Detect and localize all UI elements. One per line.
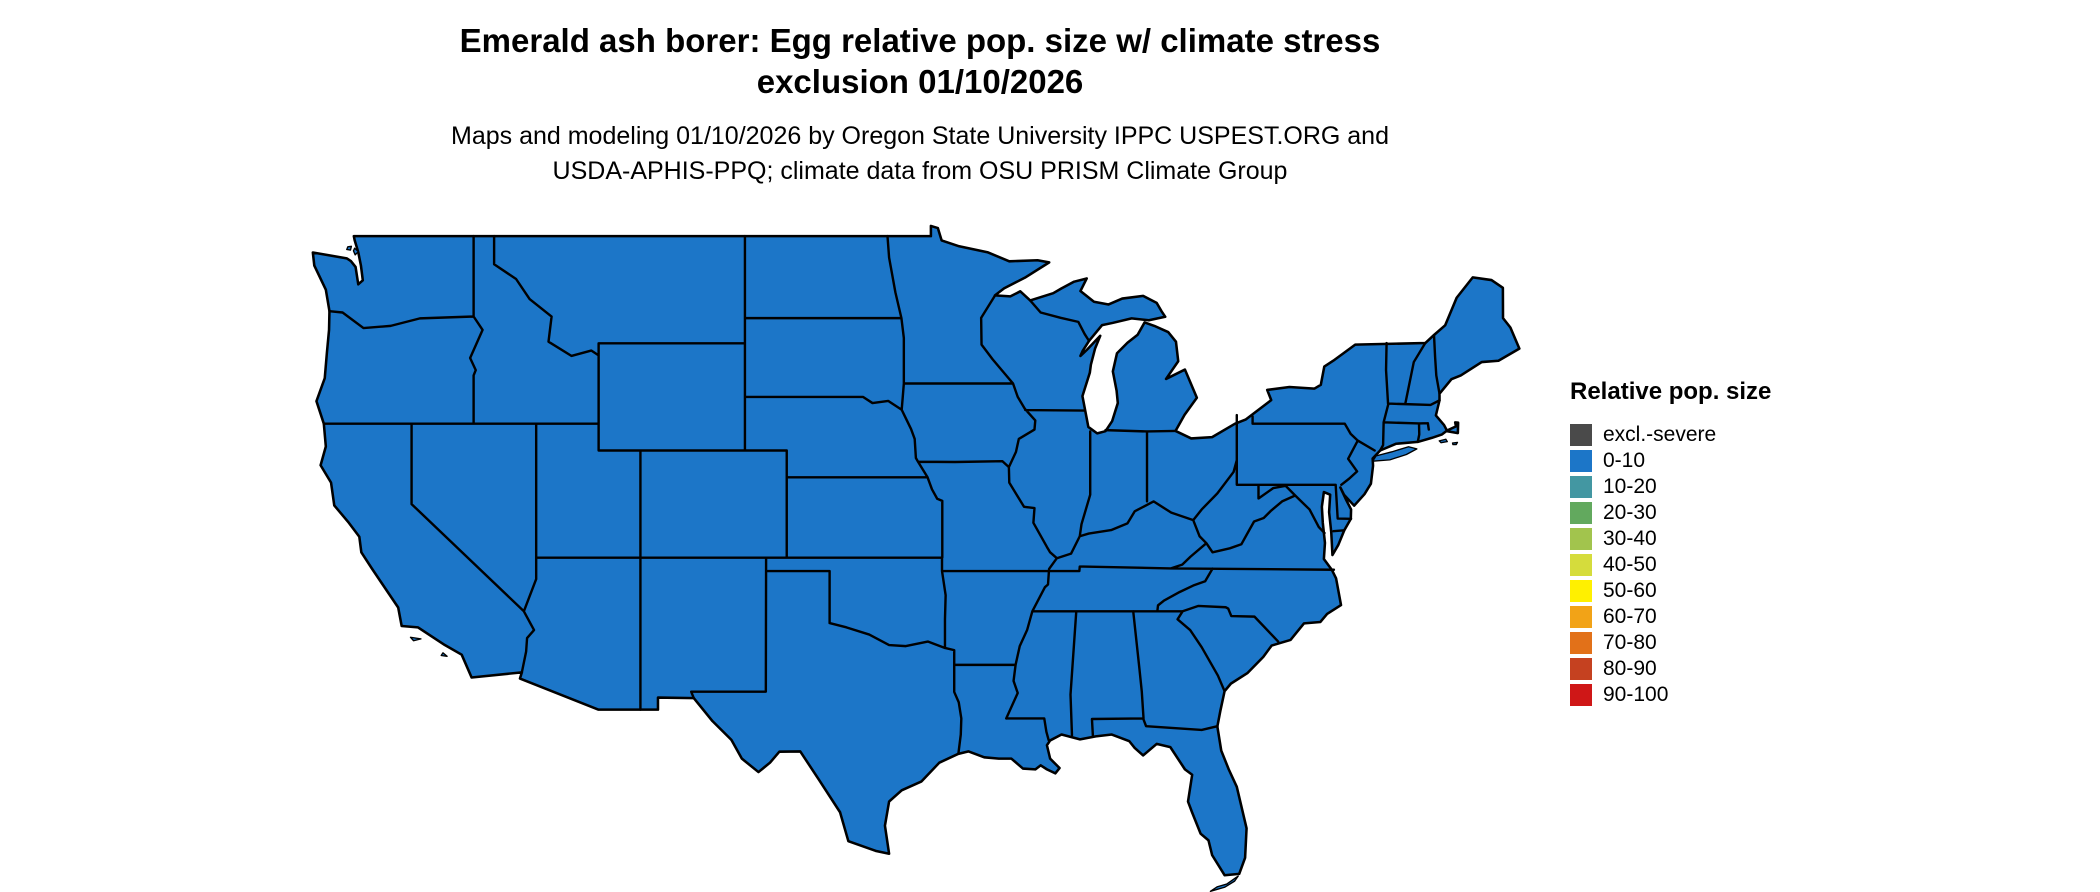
state-borders	[322, 234, 1441, 756]
legend-swatch	[1570, 424, 1592, 446]
legend-item: 0-10	[1570, 448, 1771, 474]
legend-swatch	[1570, 658, 1592, 680]
legend-item: 30-40	[1570, 526, 1771, 552]
legend-swatch	[1570, 580, 1592, 602]
legend-item: 80-90	[1570, 656, 1771, 682]
legend-swatch	[1570, 606, 1592, 628]
legend-item-label: 20-30	[1603, 501, 1657, 524]
coastal-islands	[346, 245, 1459, 892]
legend-item-label: 40-50	[1603, 553, 1657, 576]
legend-item: 50-60	[1570, 578, 1771, 604]
legend-item: 40-50	[1570, 552, 1771, 578]
legend-item-label: excl.-severe	[1603, 423, 1717, 446]
legend-item: 70-80	[1570, 630, 1771, 656]
us-landmass	[311, 224, 1521, 877]
legend-item: 20-30	[1570, 500, 1771, 526]
figure-title-line1: Emerald ash borer: Egg relative pop. siz…	[459, 22, 1381, 59]
legend-item: 90-100	[1570, 682, 1771, 708]
legend-items: excl.-severe 0-10 10-20 20-30 30-40 40-50 50-6…	[1570, 422, 1771, 708]
legend-item: 10-20	[1570, 474, 1771, 500]
legend-swatch	[1570, 476, 1592, 498]
legend-swatch	[1570, 502, 1592, 524]
legend-item-label: 0-10	[1603, 449, 1646, 472]
legend-swatch	[1570, 684, 1592, 706]
legend-item-label: 60-70	[1603, 605, 1657, 628]
legend-swatch	[1570, 528, 1592, 550]
legend-title: Relative pop. size	[1570, 378, 1772, 405]
legend: Relative pop. size excl.-severe 0-10 10-20…	[1570, 378, 1771, 708]
legend-swatch	[1570, 554, 1592, 576]
legend-item: 60-70	[1570, 604, 1771, 630]
figure-title-line2: exclusion 01/10/2026	[756, 63, 1084, 100]
figure-header: Emerald ash borer: Egg relative pop. siz…	[320, 20, 1520, 189]
legend-item-label: 30-40	[1603, 527, 1657, 550]
legend-swatch	[1570, 632, 1592, 654]
legend-swatch	[1570, 450, 1592, 472]
figure-subtitle-line2: USDA-APHIS-PPQ; climate data from OSU PR…	[552, 157, 1288, 185]
legend-item-label: 80-90	[1603, 657, 1657, 680]
legend-item-label: 90-100	[1603, 683, 1669, 706]
legend-item: excl.-severe	[1570, 422, 1771, 448]
figure-title: Emerald ash borer: Egg relative pop. siz…	[320, 20, 1520, 102]
figure-subtitle: Maps and modeling 01/10/2026 by Oregon S…	[320, 119, 1520, 189]
legend-item-label: 50-60	[1603, 579, 1657, 602]
legend-item-label: 70-80	[1603, 631, 1657, 654]
legend-item-label: 10-20	[1603, 475, 1657, 498]
us-map	[311, 224, 1521, 892]
figure-subtitle-line1: Maps and modeling 01/10/2026 by Oregon S…	[451, 122, 1389, 150]
